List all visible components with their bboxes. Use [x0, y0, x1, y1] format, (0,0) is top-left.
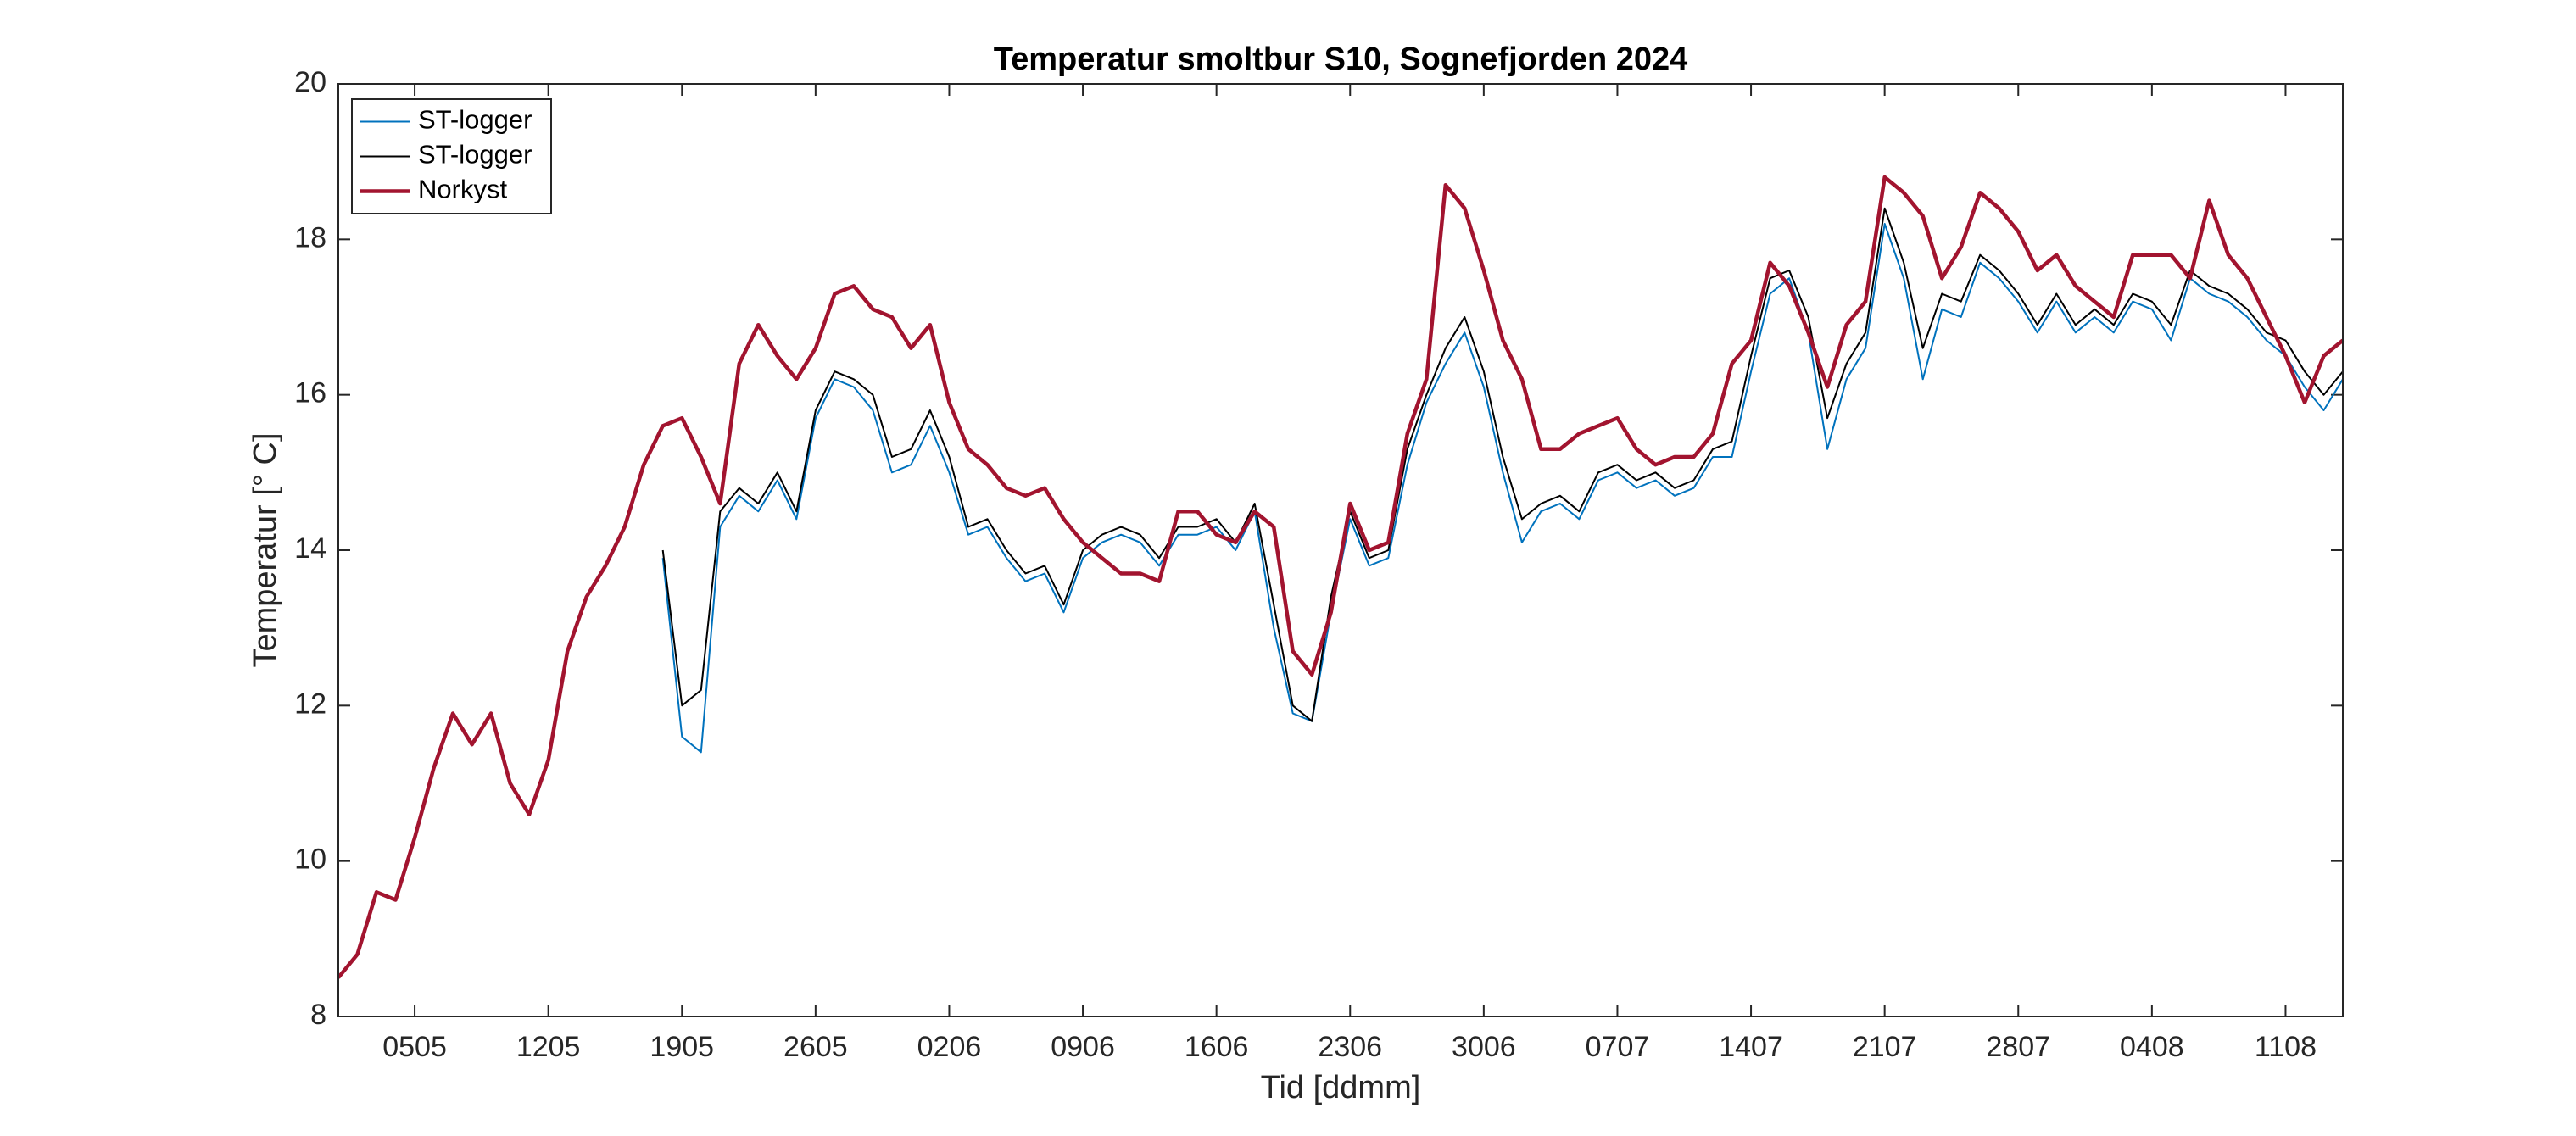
x-tick-label: 0206 [917, 1031, 982, 1063]
legend-label: Norkyst [418, 175, 507, 204]
legend-label: ST-logger [418, 105, 532, 135]
y-tick-label: 14 [294, 532, 326, 565]
y-axis-label: Temperatur [° C] [248, 432, 283, 667]
line-series [661, 223, 2344, 754]
x-tick-label: 2605 [783, 1031, 848, 1063]
legend: ST-logger ST-logger Norkyst [351, 98, 552, 214]
x-tick-label: 0906 [1051, 1031, 1115, 1063]
x-tick-label: 3006 [1452, 1031, 1516, 1063]
x-axis-label: Tid [ddmm] [1261, 1070, 1421, 1105]
axes-box [337, 83, 2344, 1017]
x-tick-label: 2306 [1318, 1031, 1382, 1063]
y-tick-label: 12 [294, 688, 326, 720]
x-tick-label: 0408 [2120, 1031, 2184, 1063]
x-tick-label: 1905 [650, 1031, 714, 1063]
line-series [661, 207, 2344, 722]
x-tick-label: 1108 [2255, 1031, 2317, 1063]
x-tick-label: 1205 [516, 1031, 581, 1063]
y-tick-label: 10 [294, 844, 326, 876]
y-tick-label: 20 [294, 66, 326, 98]
x-tick-label: 0505 [382, 1031, 447, 1063]
x-tick-label: 0707 [1586, 1031, 1650, 1063]
chart-title: Temperatur smoltbur S10, Sognefjorden 20… [994, 42, 1688, 77]
x-tick-label: 2807 [1986, 1031, 2050, 1063]
legend-label: ST-logger [418, 140, 532, 170]
y-tick-label: 16 [294, 377, 326, 409]
x-tick-label: 2107 [1853, 1031, 1917, 1063]
y-tick-label: 18 [294, 221, 326, 253]
y-tick-label: 8 [310, 999, 326, 1031]
x-tick-label: 1606 [1185, 1031, 1249, 1063]
line-series [337, 175, 2345, 979]
x-tick-label: 1407 [1719, 1031, 1783, 1063]
